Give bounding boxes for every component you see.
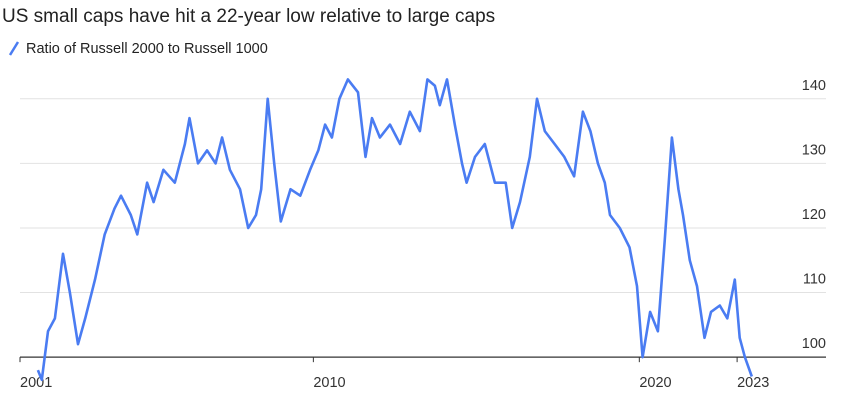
x-tick-label: 2020 bbox=[639, 375, 671, 391]
y-tick-label: 120 bbox=[802, 207, 826, 223]
legend-swatch bbox=[8, 41, 20, 56]
y-tick-label: 140 bbox=[802, 78, 826, 94]
x-tick-label: 2023 bbox=[737, 375, 769, 391]
legend-label: Ratio of Russell 2000 to Russell 1000 bbox=[26, 41, 268, 57]
y-tick-label: 110 bbox=[803, 272, 826, 288]
x-tick-label: 2010 bbox=[313, 375, 345, 391]
y-tick-label: 100 bbox=[802, 336, 826, 352]
y-tick-label: 130 bbox=[802, 142, 826, 158]
x-tick-label: 2001 bbox=[20, 375, 52, 391]
chart-title: US small caps have hit a 22-year low rel… bbox=[2, 6, 495, 27]
data-line bbox=[36, 78, 754, 382]
